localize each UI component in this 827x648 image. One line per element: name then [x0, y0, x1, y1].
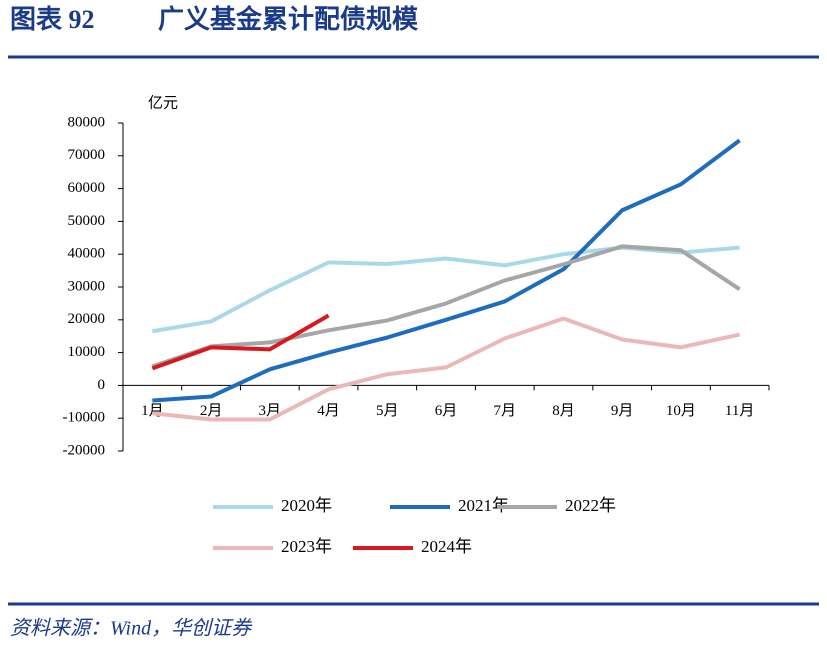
x-tick-label: 4月 — [317, 403, 340, 419]
legend-label: 2024年 — [421, 537, 472, 556]
y-tick-label: 20000 — [68, 311, 106, 327]
legend-label: 2021年 — [458, 496, 509, 515]
series-line — [151, 244, 741, 369]
y-tick-label: 10000 — [68, 344, 106, 360]
y-tick-label: 80000 — [68, 114, 106, 130]
x-tick-label: 7月 — [493, 403, 516, 419]
y-tick-label: -20000 — [63, 442, 106, 458]
series-line — [151, 313, 330, 371]
x-tick-label: 11月 — [725, 403, 754, 419]
x-tick-label: 9月 — [611, 403, 634, 419]
figure-label: 图表 92 — [10, 5, 95, 34]
x-tick-label: 6月 — [435, 403, 458, 419]
y-tick-label: 40000 — [68, 246, 106, 262]
legend-label: 2023年 — [281, 537, 332, 556]
y-tick-label: -10000 — [63, 410, 106, 426]
y-tick-label: 50000 — [68, 213, 106, 229]
source-note: 资料来源：Wind，华创证券 — [10, 618, 253, 640]
y-tick-label: 30000 — [68, 278, 106, 294]
y-tick-label: 0 — [98, 377, 106, 393]
y-tick-label: 60000 — [68, 180, 106, 196]
y-axis-unit: 亿元 — [148, 94, 178, 111]
series-line — [152, 138, 741, 403]
legend-label: 2020年 — [281, 496, 332, 515]
chart-title: 广义基金累计配债规模 — [158, 4, 419, 34]
series-line — [152, 316, 741, 422]
x-tick-label: 2月 — [200, 403, 223, 419]
y-tick-label: 70000 — [68, 147, 106, 163]
x-tick-label: 10月 — [666, 403, 696, 419]
x-tick-label: 8月 — [552, 403, 575, 419]
x-tick-label: 1月 — [141, 403, 164, 419]
x-tick-label: 5月 — [376, 403, 399, 419]
legend-label: 2022年 — [565, 496, 616, 515]
